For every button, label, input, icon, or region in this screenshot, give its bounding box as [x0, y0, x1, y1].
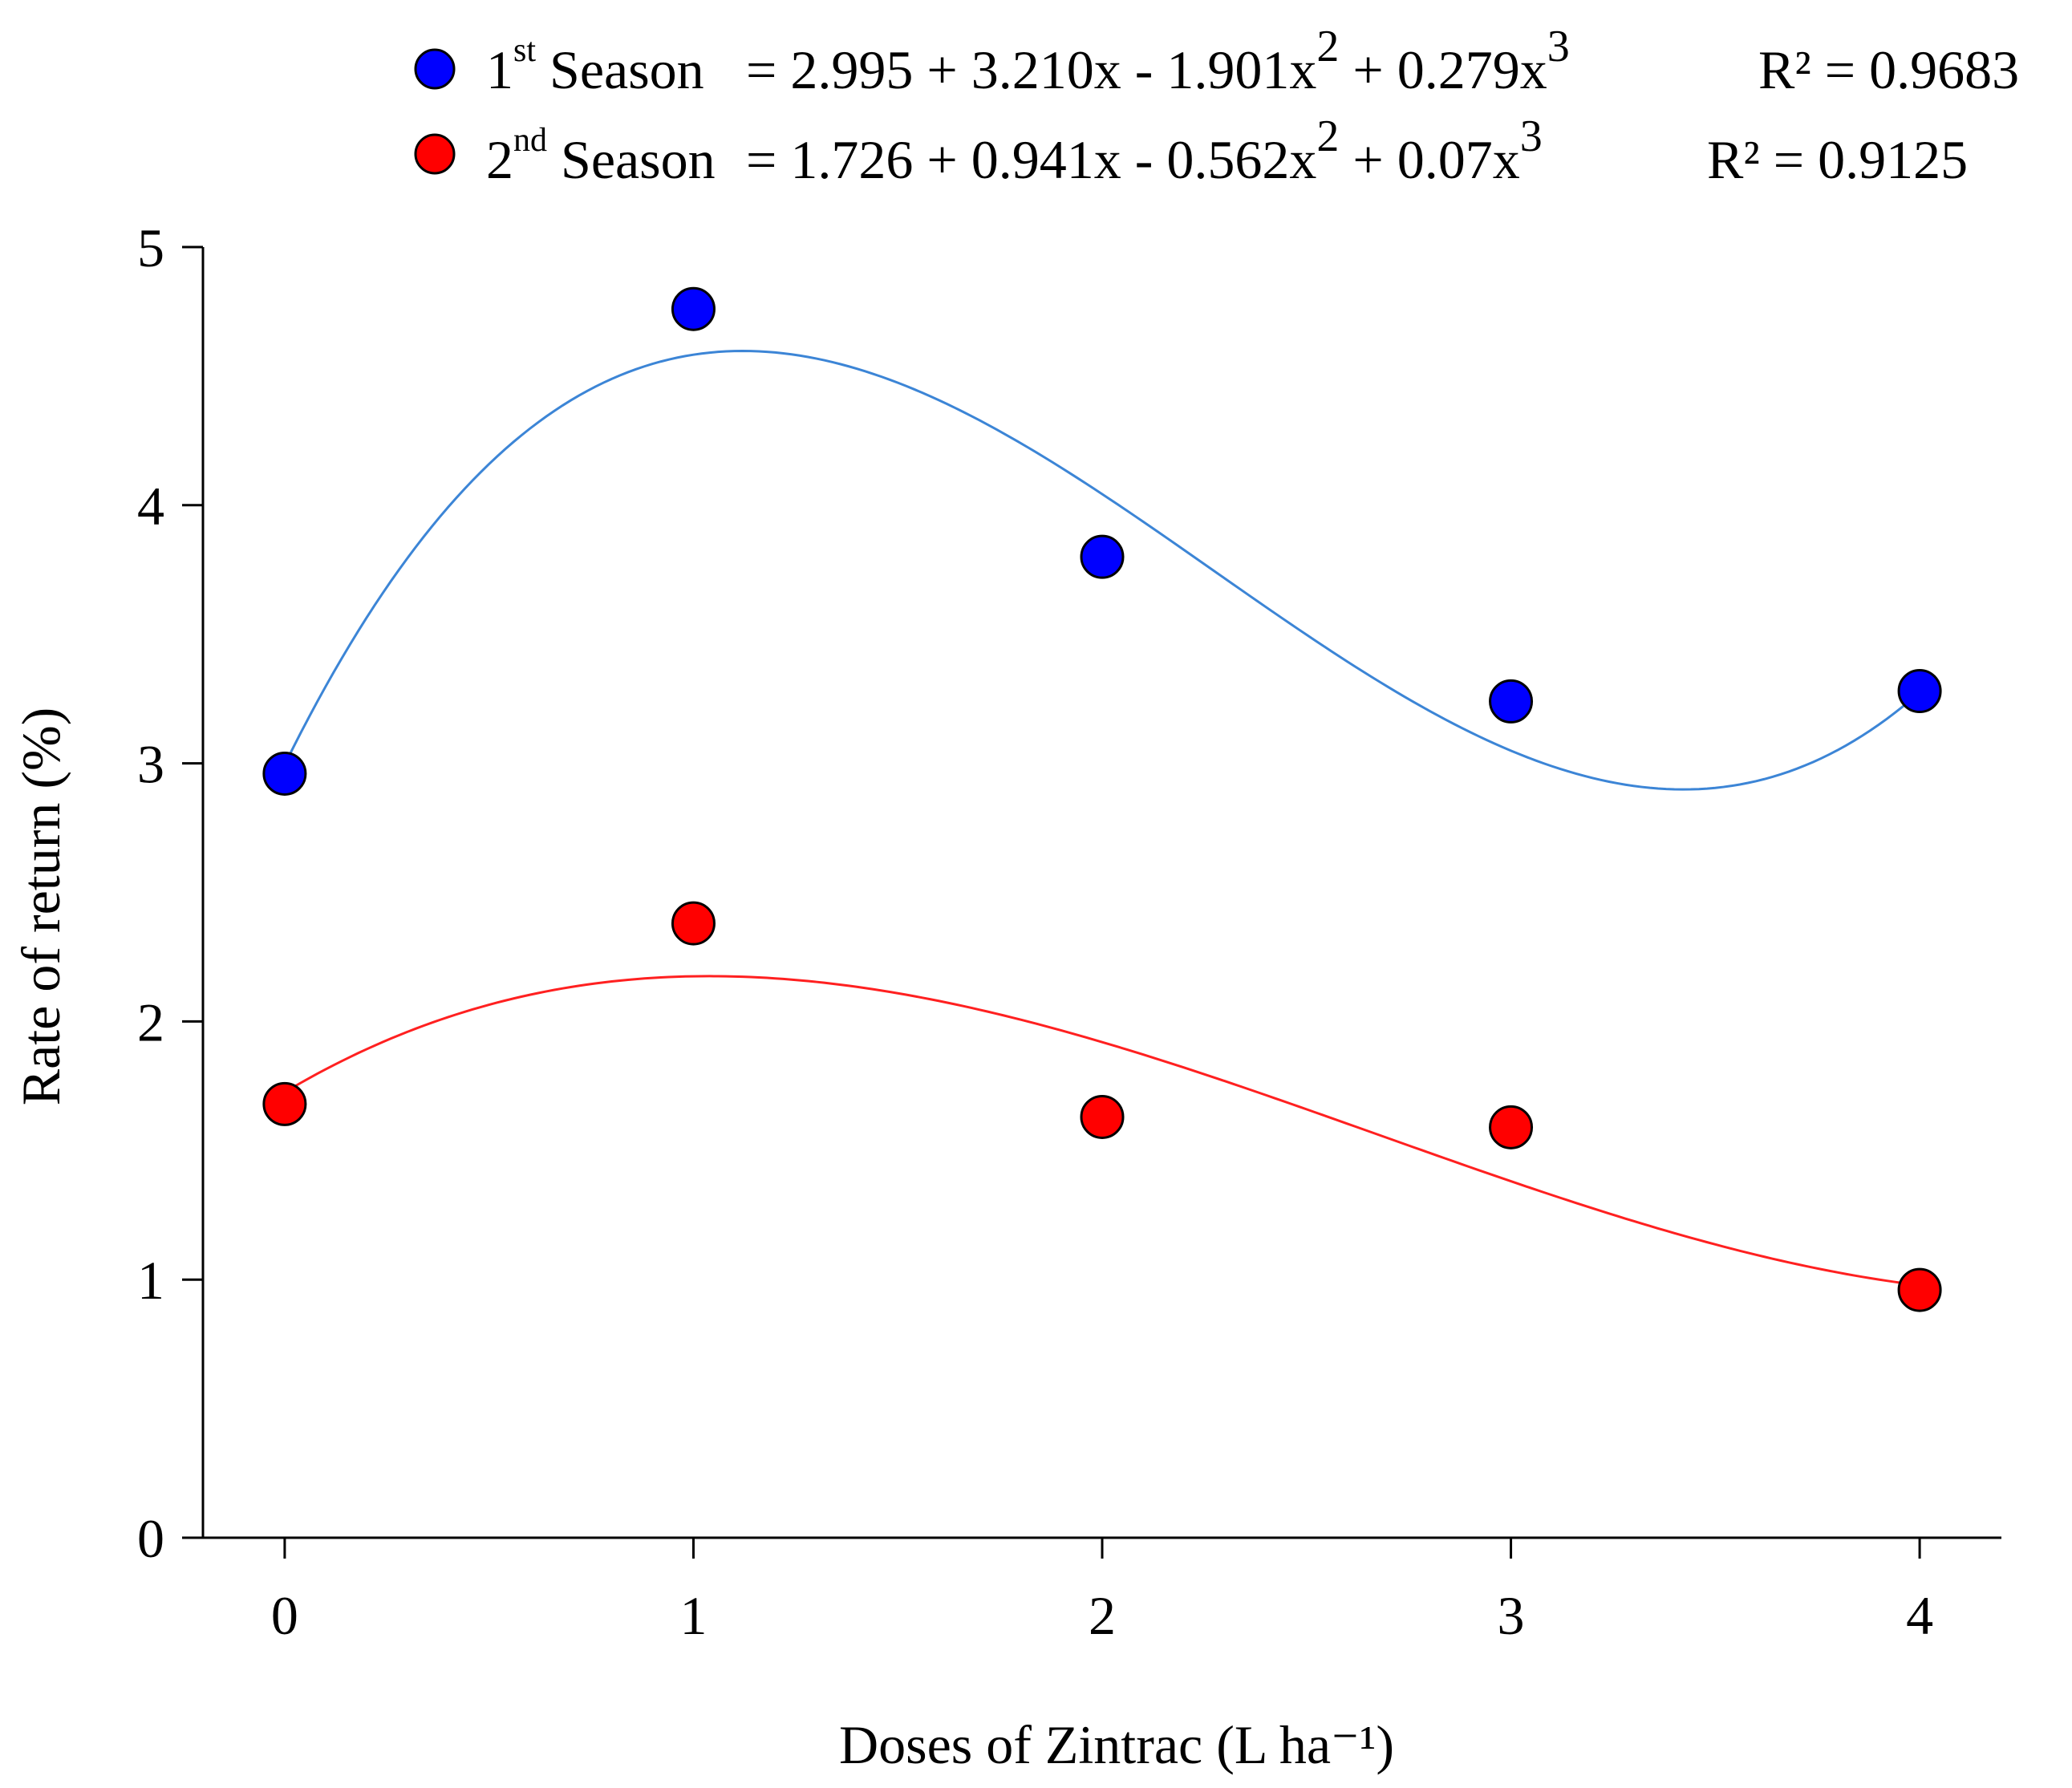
fit-curves	[283, 350, 1921, 1287]
data-point-series-1	[671, 286, 716, 331]
data-point-series-2	[671, 901, 716, 946]
y-tick-label: 2	[137, 991, 164, 1052]
data-point-series-2	[1080, 1094, 1125, 1139]
data-points	[262, 286, 1942, 1312]
data-point-series-2	[1489, 1105, 1534, 1149]
axes: 0 1 2 3 4 5 0 1 2 3 4	[137, 217, 2001, 1646]
x-tick-label: 1	[679, 1585, 707, 1646]
x-tick-label: 3	[1498, 1585, 1525, 1646]
legend: 1st Season = 2.995 + 3.210x - 1.901x2 + …	[414, 22, 2019, 190]
x-axis-label: Doses of Zintrac (L ha⁻¹)	[839, 1714, 1394, 1775]
y-tick-label: 1	[137, 1250, 164, 1311]
data-point-series-2	[262, 1081, 307, 1126]
legend-entry-1st-season: 1st Season = 2.995 + 3.210x - 1.901x2 + …	[414, 22, 2019, 100]
data-point-series-1	[262, 751, 307, 796]
legend-r2-1st-season: R² = 0.9683	[1758, 39, 2019, 100]
legend-label-1st-season: 1st Season	[486, 32, 704, 100]
y-tick-label: 5	[137, 217, 164, 278]
legend-equation-2nd-season: = 1.726 + 0.941x - 0.562x2 + 0.07x3	[746, 111, 1543, 190]
y-tick-label: 3	[137, 734, 164, 795]
x-tick-label: 2	[1089, 1585, 1116, 1646]
y-tick-label: 0	[137, 1508, 164, 1569]
data-point-series-2	[1897, 1267, 1942, 1312]
y-axis-label: Rate of return (%)	[10, 707, 71, 1106]
data-point-series-1	[1897, 668, 1942, 713]
x-tick-label: 0	[271, 1585, 298, 1646]
legend-marker-1st-season	[414, 48, 456, 90]
fit-curve-series-2	[284, 975, 1920, 1287]
legend-equation-1st-season: = 2.995 + 3.210x - 1.901x2 + 0.279x3	[746, 22, 1570, 100]
legend-entry-2nd-season: 2nd Season = 1.726 + 0.941x - 0.562x2 + …	[414, 111, 1968, 190]
data-point-series-1	[1080, 534, 1125, 579]
legend-r2-2nd-season: R² = 0.9125	[1707, 129, 1968, 190]
legend-label-2nd-season: 2nd Season	[486, 122, 716, 190]
y-tick-label: 4	[137, 476, 164, 537]
x-tick-label: 4	[1906, 1585, 1933, 1646]
fit-curve-series-1	[283, 350, 1921, 791]
data-point-series-1	[1489, 679, 1534, 724]
legend-marker-2nd-season	[414, 133, 456, 175]
